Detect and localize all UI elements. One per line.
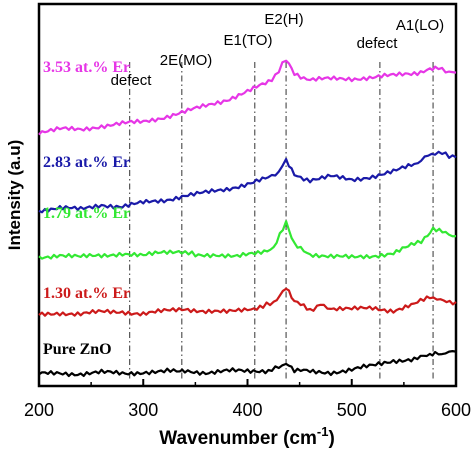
series-line [38,350,457,378]
series-line [38,59,457,136]
x-axis-label-main: Wavenumber (cm [159,428,317,449]
y-axis-label: Intensity (a.u) [5,140,24,251]
x-axis-label-sup: -1 [317,424,329,439]
x-tick-label: 200 [24,400,54,420]
series-labels: Pure ZnO 1.30 at.% Er 1.79 at.% Er 2.83 at.… [43,59,130,358]
x-tick-label: 300 [128,400,158,420]
series-label: 1.30 at.% Er [43,285,130,302]
series-label: 3.53 at.% Er [43,59,130,76]
series-line [38,150,457,214]
series-label: 1.79 at.% Er [43,205,130,222]
peak-annotation: A1(LO) [396,17,444,34]
peak-annotation: E1(TO) [224,32,273,49]
series-line [38,220,457,260]
series-lines [38,59,457,378]
reference-lines [129,62,434,380]
x-tick-label: 600 [441,400,471,420]
peak-annotation: 2E(MO) [160,52,213,69]
peak-annotation: defect [111,72,153,89]
x-axis-ticks: 200 300 400 500 600 [24,379,471,420]
x-tick-label: 500 [337,400,367,420]
series-label: 2.83 at.% Er [43,154,130,171]
peak-annotation: defect [357,35,399,52]
peak-annotation: E2(H) [264,11,303,28]
series-line [38,287,457,317]
series-label: Pure ZnO [43,341,112,358]
x-axis-label-close: ) [328,428,334,449]
x-axis-label: Wavenumber (cm-1) [159,424,335,449]
x-tick-label: 400 [232,400,262,420]
